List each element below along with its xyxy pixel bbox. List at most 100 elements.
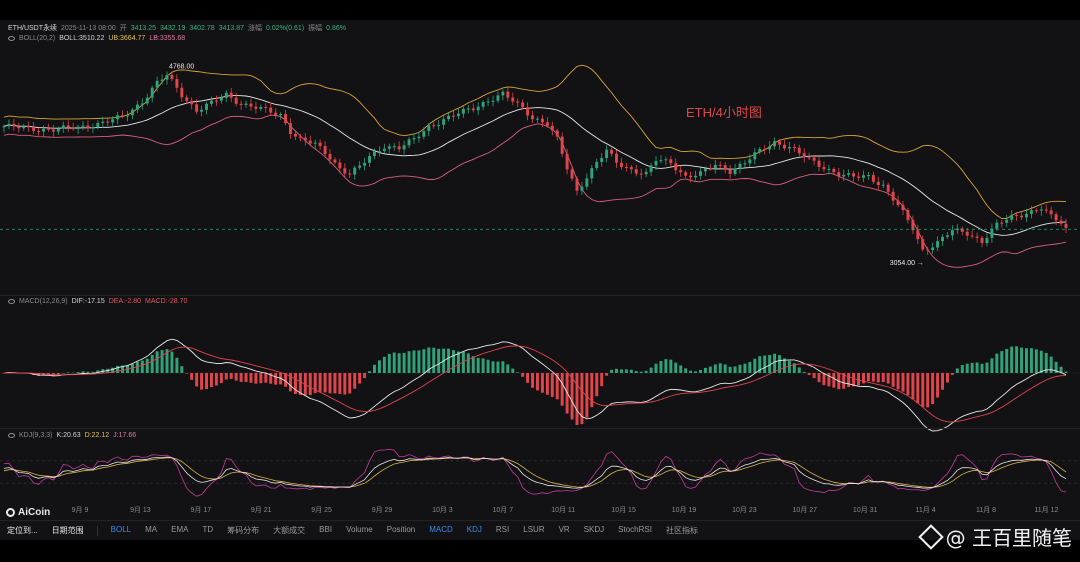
candle [17,122,21,133]
candle [140,98,144,110]
candle-body [313,142,317,144]
candle [46,123,50,132]
macd-histogram-bar [1005,348,1009,373]
candle-body [170,74,174,80]
indicator-volume[interactable]: Volume [346,525,373,534]
macd-histogram-bar [674,362,678,373]
macd-histogram-bar [328,373,332,394]
macd-histogram-bar [155,351,159,373]
candle-body [970,235,974,237]
candle-body [264,107,268,109]
candle-body [368,156,372,163]
candle [763,144,767,155]
candle-body [852,173,856,177]
candle-body [382,148,386,152]
macd-histogram-bar [2,373,6,374]
indicator-vr[interactable]: VR [558,525,570,534]
candle [713,159,717,174]
candle [239,100,243,111]
candle-body [461,108,465,114]
macd-histogram-bar [150,354,154,373]
macd-histogram-bar [91,371,95,373]
candle [778,138,781,150]
candle-body [955,228,959,231]
macd-histogram-bar [802,371,806,373]
macd-histogram-bar [812,373,816,379]
candle [466,104,470,114]
candle-body [921,239,925,250]
macd-histogram-bar [135,361,139,373]
candle [758,147,762,155]
candle-body [600,157,604,162]
x-tick-label: 10月 11 [551,506,575,514]
candle-body [1015,214,1019,216]
candle-body [76,126,80,130]
indicator-大额成交[interactable]: 大额成交 [273,526,306,535]
candle-body [427,125,431,132]
candle-body [896,200,900,206]
indicator-td[interactable]: TD [202,525,214,534]
candle [372,148,376,160]
candle-body [209,100,213,104]
macd-histogram-bar [995,353,999,373]
candle-body [545,122,549,126]
candle [126,110,129,122]
indicator-position[interactable]: Position [386,525,416,534]
indicator-rsi[interactable]: RSI [495,525,510,534]
eye-icon[interactable] [8,433,15,438]
macd-histogram-bar [782,358,786,373]
macd-dif-value: DIF:-17.15 [71,298,105,305]
macd-histogram-bar [348,373,352,394]
indicator-stochrsi[interactable]: StochRSI [618,525,652,534]
candle [447,112,451,122]
macd-histogram-bar [111,367,115,373]
indicator-boll[interactable]: BOLL [110,525,132,534]
candle [358,161,362,170]
candle-body [575,178,579,191]
macd-histogram-bar [358,373,362,384]
candle [580,182,584,195]
x-tick-label: 9月 13 [130,506,151,514]
community-indicators-button[interactable]: 社区指标 [665,526,698,535]
candle [130,107,134,120]
eye-icon[interactable] [8,36,15,41]
low-price-label: 3054.00 → [890,260,924,267]
kdj-k-value: K:20.63 [56,432,81,439]
candle-body [768,146,772,150]
panel-divider [0,295,1080,296]
macd-chart[interactable] [0,307,1080,447]
candle-body [466,108,470,110]
date-range-button[interactable]: 日期范围 [51,526,84,535]
candle [442,115,446,130]
candle [708,164,712,171]
candle [264,103,268,113]
eye-icon[interactable] [8,299,15,304]
macd-histogram-bar [244,373,248,382]
kdj-chart[interactable] [0,442,1080,502]
macd-histogram-bar [1034,349,1038,373]
candle [323,141,327,158]
indicator-ema[interactable]: EMA [171,525,189,534]
indicator-lsur[interactable]: LSUR [523,525,545,534]
indicator-skdj[interactable]: SKDJ [583,525,605,534]
panel-divider [0,428,1080,429]
macd-histogram-bar [219,373,223,384]
candle-body [239,103,243,105]
indicator-筹码分布[interactable]: 筹码分布 [227,526,260,535]
indicator-kdj[interactable]: KDJ [466,525,482,534]
candle-body [452,115,455,117]
indicator-macd[interactable]: MACD [429,525,453,534]
locate-button[interactable]: 定位到... [7,526,38,535]
macd-histogram-bar [224,373,228,380]
price-chart[interactable]: 4768.00 3054.00 → [0,20,1080,305]
candle [817,156,821,172]
candle-body [1034,210,1038,212]
indicator-ma[interactable]: MA [145,525,158,534]
candle [521,99,525,109]
candle [96,120,100,130]
amplitude-value: 0.86% [326,24,346,32]
candle-body [377,151,381,153]
chart-area[interactable]: ETH/USDT永续 2025-11-13 08:00 开 3413.25 34… [0,20,1080,540]
indicator-bbi[interactable]: BBI [319,525,333,534]
x-tick-label: 10月 27 [793,506,818,514]
